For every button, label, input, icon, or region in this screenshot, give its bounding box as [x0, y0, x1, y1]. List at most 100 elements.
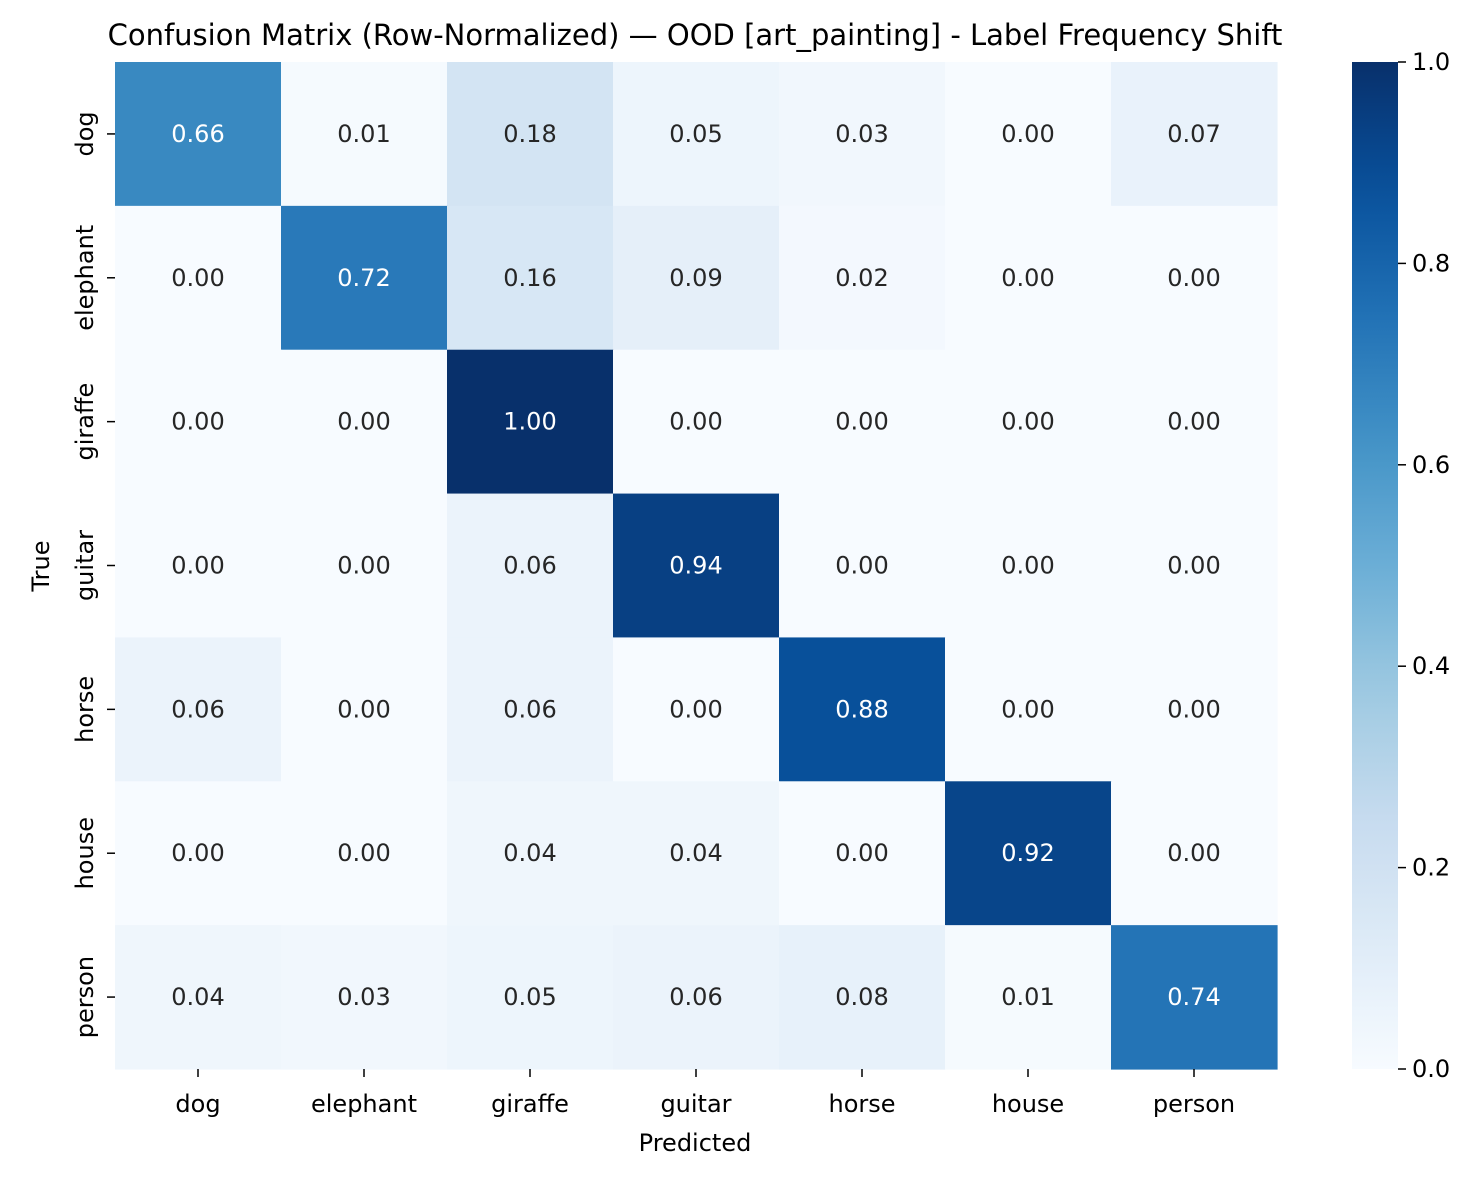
cell-value-label: 0.00	[1167, 264, 1220, 292]
heatmap-cell	[1111, 781, 1278, 926]
x-tick-label: guitar	[660, 1090, 731, 1118]
cell-value-label: 0.07	[1167, 120, 1220, 148]
cell-value-label: 0.00	[1167, 839, 1220, 867]
heatmap-cell	[945, 637, 1112, 782]
heatmap-cell	[1111, 493, 1278, 639]
heatmap-cell	[281, 493, 448, 639]
heatmap-cell	[613, 349, 780, 495]
cell-value-label: 0.03	[835, 120, 888, 148]
y-tick-label: house	[71, 817, 99, 889]
cell-value-label: 0.00	[171, 839, 224, 867]
colorbar-ticks: 0.0 0.2 0.4 0.6 0.8 1.0	[1398, 48, 1450, 1083]
heatmap-cell	[281, 925, 448, 1070]
cell-value-label: 0.00	[171, 408, 224, 436]
heatmap-cell	[945, 205, 1112, 351]
cell-value-label: 0.00	[1167, 408, 1220, 436]
y-tick-label: dog	[71, 111, 99, 156]
heatmap-cell	[447, 349, 614, 495]
cell-value-label: 0.04	[171, 983, 224, 1011]
colorbar	[1352, 62, 1398, 1069]
cell-value-label: 0.06	[669, 983, 722, 1011]
heatmap-cell	[281, 637, 448, 782]
cell-value-label: 0.00	[171, 552, 224, 580]
x-axis-ticks: dog elephant giraffe guitar horse house person	[175, 1069, 1235, 1118]
y-tick-label: guitar	[71, 530, 99, 601]
heatmap-cell	[281, 62, 448, 207]
y-tick-label: giraffe	[71, 383, 99, 461]
heatmap-cell	[281, 205, 448, 351]
x-tick-label: horse	[828, 1090, 895, 1118]
cell-value-label: 0.09	[669, 264, 722, 292]
heatmap-cell	[1111, 62, 1278, 207]
x-tick-label: house	[992, 1090, 1064, 1118]
colorbar-tick-label: 0.6	[1412, 451, 1450, 479]
cell-value-label: 0.00	[669, 408, 722, 436]
cell-value-label: 0.72	[337, 264, 390, 292]
cell-value-label: 0.00	[1001, 264, 1054, 292]
cell-value-label: 0.00	[1167, 552, 1220, 580]
heatmap-cell	[1111, 637, 1278, 782]
heatmap-cell	[115, 781, 282, 926]
colorbar-tick-label: 0.0	[1412, 1055, 1450, 1083]
cell-value-label: 0.66	[171, 120, 224, 148]
cell-value-label: 0.04	[503, 839, 556, 867]
cell-value-label: 0.00	[171, 264, 224, 292]
heatmap-cell	[447, 493, 614, 639]
heatmap-cell	[779, 62, 946, 207]
cell-value-label: 0.00	[337, 408, 390, 436]
heatmap-cell	[779, 205, 946, 351]
heatmap-cell	[613, 637, 780, 782]
colorbar-tick-label: 0.4	[1412, 652, 1450, 680]
cell-value-label: 0.88	[835, 695, 888, 723]
cell-value-label: 0.01	[337, 120, 390, 148]
cell-value-label: 0.92	[1001, 839, 1054, 867]
cell-value-label: 0.02	[835, 264, 888, 292]
heatmap-cell	[945, 62, 1112, 207]
cell-value-label: 0.94	[669, 552, 722, 580]
cell-value-label: 0.06	[503, 695, 556, 723]
x-tick-label: giraffe	[491, 1090, 569, 1118]
y-tick-label: elephant	[71, 225, 99, 331]
x-tick-label: person	[1153, 1090, 1235, 1118]
cell-value-label: 0.00	[337, 839, 390, 867]
cell-value-label: 0.05	[503, 983, 556, 1011]
heatmap-cell	[115, 62, 282, 207]
heatmap-cell	[613, 205, 780, 351]
heatmap-cell	[447, 205, 614, 351]
cell-value-label: 0.00	[337, 552, 390, 580]
heatmap-cell	[945, 349, 1112, 495]
heatmap-cell	[613, 493, 780, 639]
cell-value-label: 0.00	[1001, 552, 1054, 580]
heatmap-cell	[115, 925, 282, 1070]
heatmap-cell	[115, 637, 282, 782]
heatmap-cell	[447, 925, 614, 1070]
cell-value-label: 0.00	[1167, 695, 1220, 723]
heatmap-cell	[1111, 205, 1278, 351]
cell-value-label: 0.74	[1167, 983, 1220, 1011]
cell-value-label: 0.00	[669, 695, 722, 723]
cell-value-label: 0.00	[1001, 120, 1054, 148]
cell-value-label: 0.01	[1001, 983, 1054, 1011]
heatmap-cell	[779, 493, 946, 639]
colorbar-tick-label: 0.2	[1412, 854, 1450, 882]
cell-value-label: 0.08	[835, 983, 888, 1011]
heatmap-cells	[115, 62, 1278, 1070]
heatmap-cell	[115, 205, 282, 351]
cell-value-label: 0.00	[1001, 695, 1054, 723]
heatmap-cell	[447, 637, 614, 782]
x-axis-label: Predicted	[639, 1129, 752, 1157]
heatmap-cell	[613, 62, 780, 207]
cell-value-label: 1.00	[503, 408, 556, 436]
heatmap-cell	[115, 349, 282, 495]
heatmap-cell	[447, 781, 614, 926]
heatmap-cell	[1111, 349, 1278, 495]
cell-value-label: 0.00	[835, 839, 888, 867]
x-tick-label: elephant	[311, 1090, 417, 1118]
cell-value-label: 0.05	[669, 120, 722, 148]
colorbar-tick-label: 1.0	[1412, 48, 1450, 76]
y-axis-ticks: dog elephant giraffe guitar horse house person	[71, 111, 115, 1038]
cell-value-label: 0.18	[503, 120, 556, 148]
cell-value-label: 0.00	[835, 408, 888, 436]
y-axis-label: True	[27, 541, 55, 593]
cell-value-label: 0.06	[171, 695, 224, 723]
